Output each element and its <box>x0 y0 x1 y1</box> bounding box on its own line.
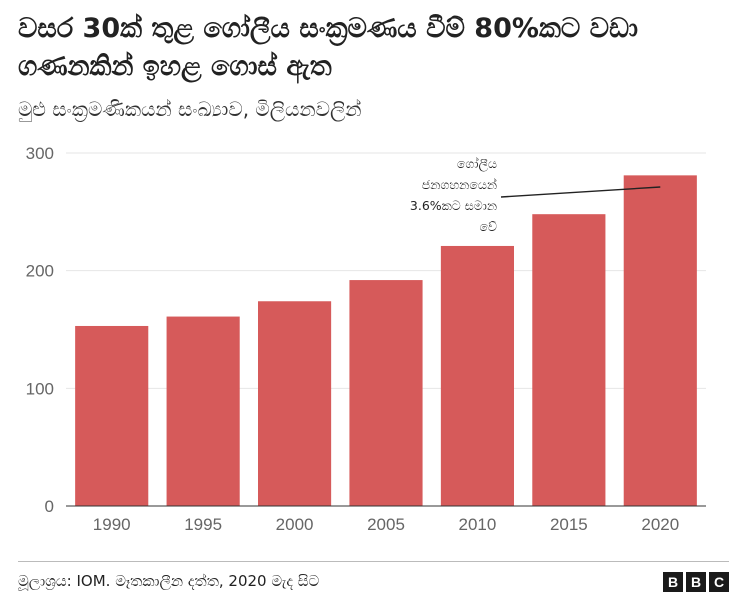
annotation-text: ජනගහනයෙන් <box>422 177 498 192</box>
bar <box>440 245 514 506</box>
bar-chart: 0 100 200 300 1990 1995 2000 2005 2010 2015 2020 ගෝ… <box>26 144 706 534</box>
bar <box>166 316 240 506</box>
x-tick-label: 1995 <box>184 515 222 534</box>
chart-title: වසර 30ක් තුළ ගෝලීය සංක්‍රමණය වීම් 80%කට … <box>18 13 638 82</box>
x-tick-label: 2000 <box>276 515 314 534</box>
logo-letter: B <box>663 572 683 592</box>
y-tick-label: 300 <box>26 144 54 163</box>
chart-subtitle: මුළු සංක්‍රමණිකයන් සංඛ්‍යාව, මිලියනවලින් <box>18 97 362 121</box>
x-tick-label: 1990 <box>93 515 131 534</box>
logo-letter: B <box>686 572 706 592</box>
annotation-text: ගෝලීය <box>457 156 497 172</box>
bar <box>258 301 332 506</box>
bar <box>532 214 606 507</box>
y-tick-label: 200 <box>26 262 54 281</box>
x-tick-label: 2020 <box>641 515 679 534</box>
y-tick-label: 0 <box>45 497 54 516</box>
x-tick-label: 2015 <box>550 515 588 534</box>
logo-letter: C <box>709 572 729 592</box>
bbc-logo: B B C <box>663 572 729 592</box>
annotation-pointer <box>500 186 661 198</box>
annotation-text: 3.6%කට සමාන <box>410 198 498 213</box>
bar <box>75 325 149 506</box>
bar <box>349 280 423 506</box>
x-tick-label: 2005 <box>367 515 405 534</box>
bar <box>623 175 697 506</box>
annotation-text: වේ <box>479 219 497 234</box>
x-tick-label: 2010 <box>459 515 497 534</box>
y-tick-label: 100 <box>26 379 54 398</box>
source-note: මූලාශ්‍රය: IOM. මෑතකාලීන දත්ත, 2020 මැද … <box>18 572 320 590</box>
footer-divider <box>18 561 729 562</box>
